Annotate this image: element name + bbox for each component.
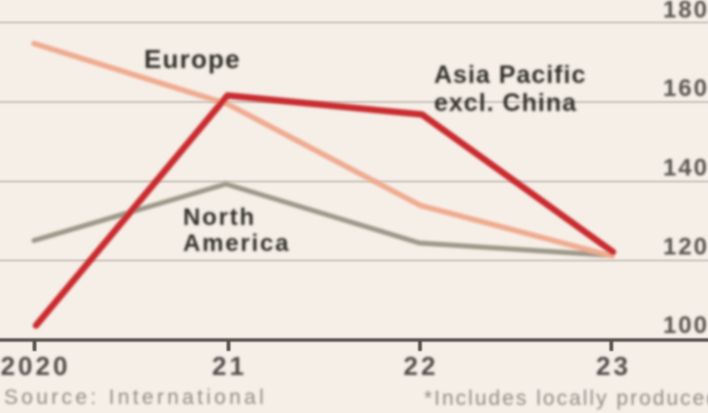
svg-text:Asia Pacific: Asia Pacific: [434, 61, 586, 89]
svg-text:160: 160: [663, 75, 708, 102]
svg-text:*Includes locally produced: *Includes locally produced: [424, 387, 708, 410]
svg-text:180: 180: [663, 0, 708, 24]
svg-text:23: 23: [596, 351, 631, 381]
svg-text:140: 140: [663, 155, 708, 182]
svg-text:22: 22: [404, 351, 439, 381]
svg-text:2020: 2020: [1, 351, 71, 381]
svg-text:120: 120: [663, 234, 708, 261]
svg-text:America: America: [183, 230, 290, 257]
svg-text:Source: International: Source: International: [4, 386, 267, 409]
svg-text:excl. China: excl. China: [434, 89, 577, 117]
svg-text:21: 21: [212, 351, 247, 381]
svg-text:Europe: Europe: [144, 44, 241, 74]
svg-text:North: North: [183, 204, 256, 231]
svg-text:100: 100: [663, 312, 708, 339]
